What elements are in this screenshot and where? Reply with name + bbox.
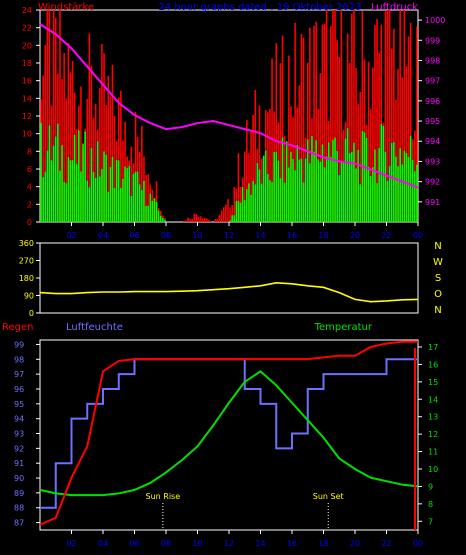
x-tick-label: 12 <box>224 231 234 240</box>
wind-y-tick-label: 16 <box>22 77 32 86</box>
wind-y-tick-label: 12 <box>22 112 32 121</box>
humidity-y-tick-label: 89 <box>14 489 24 498</box>
chart-title: 24 hour graphs dated : 19 Oktober 2023 <box>158 2 361 13</box>
temperature-y-tick-label: 17 <box>428 343 438 352</box>
pressure-y-tick-label: 996 <box>425 97 440 106</box>
temperature-y-tick-label: 10 <box>428 465 438 474</box>
humidity-y-tick-label: 97 <box>14 370 24 379</box>
x-tick-label: 16 <box>287 231 297 240</box>
temperature-axis-title: Temperatur <box>314 322 373 333</box>
pressure-y-tick-label: 999 <box>425 36 440 45</box>
x-tick-label-bottom: 02 <box>66 539 76 548</box>
wind-axis-title: Windstärke <box>38 2 94 13</box>
wind-y-tick-label: 0 <box>27 218 32 227</box>
sunrise-label: Sun Rise <box>146 492 181 501</box>
x-tick-label-bottom: 04 <box>98 539 108 548</box>
pressure-y-tick-label: 1000 <box>425 16 445 25</box>
pressure-y-tick-label: 992 <box>425 178 440 187</box>
compass-label: O <box>434 289 442 300</box>
temperature-y-tick-label: 9 <box>428 482 433 491</box>
x-tick-label: 14 <box>255 231 265 240</box>
x-tick-label: 18 <box>318 231 328 240</box>
direction-y-tick-label: 90 <box>24 292 34 301</box>
wind-y-tick-label: 10 <box>22 130 32 139</box>
temperature-y-tick-label: 7 <box>428 517 433 526</box>
x-tick-label-bottom: 18 <box>318 539 328 548</box>
humidity-axis-title: Luftfeuchte <box>66 322 123 333</box>
wind-panel-frame <box>39 9 419 223</box>
humidity-y-tick-label: 95 <box>14 400 24 409</box>
x-tick-label: 10 <box>192 231 202 240</box>
temperature-y-tick-label: 16 <box>428 360 438 369</box>
x-tick-label-bottom: 14 <box>255 539 265 548</box>
humidity-y-tick-label: 93 <box>14 430 24 439</box>
pressure-y-tick-label: 997 <box>425 77 440 86</box>
pressure-y-tick-label: 994 <box>425 137 440 146</box>
compass-label: W <box>433 257 443 268</box>
sunset-label: Sun Set <box>313 492 344 501</box>
humidity-y-tick-label: 90 <box>14 474 24 483</box>
direction-y-tick-label: 270 <box>19 257 34 266</box>
rain-axis-title: Regen <box>2 322 34 333</box>
pressure-line <box>39 23 419 189</box>
wind-y-tick-label: 22 <box>22 24 32 33</box>
humidity-y-tick-label: 98 <box>14 355 24 364</box>
wind-y-tick-label: 2 <box>27 200 32 209</box>
x-tick-label: 06 <box>129 231 139 240</box>
wind-y-tick-label: 4 <box>27 183 32 192</box>
wind-y-tick-label: 20 <box>22 41 32 50</box>
humidity-y-tick-label: 94 <box>14 415 24 424</box>
wind-y-tick-label: 18 <box>22 59 32 68</box>
temperature-y-tick-label: 13 <box>428 413 438 422</box>
pressure-axis-title: Luftdruck <box>371 2 418 13</box>
rain-line <box>39 340 418 526</box>
x-tick-label-bottom: 20 <box>350 539 360 548</box>
temperature-y-tick-label: 15 <box>428 378 438 387</box>
humidity-y-tick-label: 88 <box>14 504 24 513</box>
compass-label: S <box>435 273 441 284</box>
climate-panel-frame <box>39 339 419 531</box>
direction-y-tick-label: 360 <box>19 239 34 248</box>
temperature-y-tick-label: 12 <box>428 430 438 439</box>
wind-y-tick-label: 14 <box>22 94 32 103</box>
temperature-y-tick-label: 14 <box>428 395 438 404</box>
direction-y-tick-label: 180 <box>19 274 34 283</box>
temperature-y-tick-label: 8 <box>428 500 433 509</box>
temperature-y-tick-label: 11 <box>428 448 438 457</box>
pressure-y-tick-label: 995 <box>425 117 440 126</box>
x-tick-label-bottom: 12 <box>224 539 234 548</box>
direction-line <box>39 282 419 303</box>
x-tick-label-bottom: 00 <box>413 539 423 548</box>
compass-label: N <box>434 241 441 252</box>
humidity-y-tick-label: 91 <box>14 459 24 468</box>
humidity-y-tick-label: 99 <box>14 340 24 349</box>
humidity-y-tick-label: 92 <box>14 444 24 453</box>
x-tick-label-bottom: 08 <box>161 539 171 548</box>
wind-y-tick-label: 24 <box>22 6 32 15</box>
wind-y-tick-label: 6 <box>27 165 32 174</box>
humidity-y-tick-label: 96 <box>14 385 24 394</box>
wind-y-tick-label: 8 <box>27 147 32 156</box>
direction-y-tick-label: 0 <box>29 309 34 318</box>
pressure-y-tick-label: 998 <box>425 56 440 65</box>
temperature-line <box>39 370 419 497</box>
x-tick-label: 04 <box>98 231 108 240</box>
x-tick-label: 08 <box>161 231 171 240</box>
humidity-y-tick-label: 87 <box>14 519 24 528</box>
x-tick-label: 22 <box>381 231 391 240</box>
x-tick-label-bottom: 22 <box>381 539 391 548</box>
x-tick-label-bottom: 10 <box>192 539 202 548</box>
x-tick-label: 00 <box>413 231 423 240</box>
x-tick-label-bottom: 16 <box>287 539 297 548</box>
humidity-line <box>40 358 418 509</box>
pressure-y-tick-label: 993 <box>425 157 440 166</box>
x-tick-label-bottom: 06 <box>129 539 139 548</box>
pressure-y-tick-label: 991 <box>425 198 440 207</box>
compass-label: N <box>434 305 441 316</box>
direction-panel-frame <box>39 242 419 314</box>
x-tick-label: 20 <box>350 231 360 240</box>
x-tick-label: 02 <box>66 231 76 240</box>
